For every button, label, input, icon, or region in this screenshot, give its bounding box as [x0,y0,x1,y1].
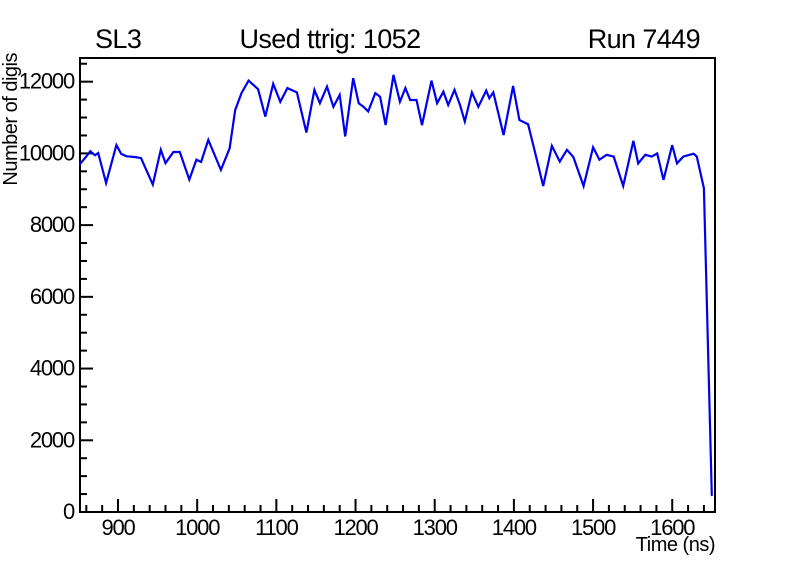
y-tick-label: 2000 [30,427,75,452]
run-number-label: Run 7449 [587,24,701,54]
x-tick-label: 1200 [333,515,378,540]
x-tick-label: 1000 [175,515,220,540]
plot-layer: 900 1000 1100 1200 1300 1400 1500 1600 0 2000 4000… [19,57,716,540]
x-tick-label: 1400 [492,515,537,540]
x-tick-label: 1300 [413,515,458,540]
plot-frame [79,57,716,513]
y-tick-label: 10000 [19,140,75,165]
page-title: Used ttrig: 1052 [239,24,421,54]
y-tick-label: 6000 [30,284,75,309]
x-tick-label: 1600 [650,515,695,540]
y-axis-title: Number of digis [0,53,22,186]
x-tick-label: 900 [101,515,135,540]
y-tick-label: 0 [63,499,75,524]
x-tick-label: 1100 [255,515,298,540]
y-tick-label: 4000 [30,356,75,381]
x-axis-title: Time (ns) [636,534,715,556]
x-tick-label: 1500 [571,515,616,540]
y-tick-label: 12000 [19,69,75,94]
y-tick-label: 8000 [30,212,75,237]
data-series-line [78,74,713,497]
superlayer-label: SL3 [95,24,142,54]
